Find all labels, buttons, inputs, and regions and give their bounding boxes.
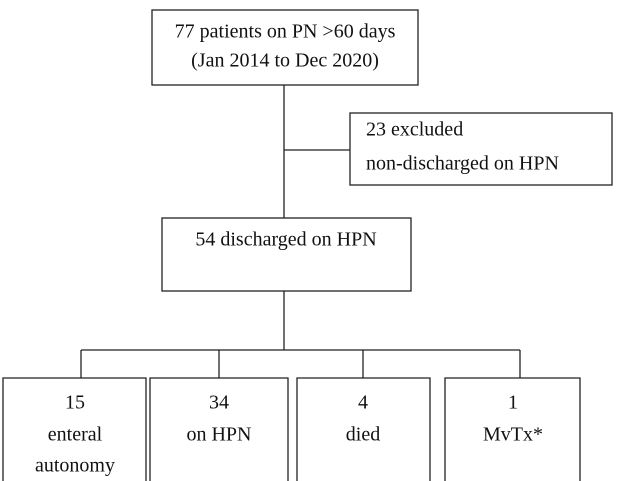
- node-text: autonomy: [35, 455, 115, 477]
- node-text: 15: [65, 392, 85, 414]
- node-text: MvTx*: [483, 424, 543, 446]
- node-text: (Jan 2014 to Dec 2020): [191, 50, 379, 72]
- node-text: 34: [209, 392, 229, 414]
- box: [296, 377, 431, 481]
- node-text: 4: [358, 392, 368, 414]
- box: [161, 217, 412, 292]
- box: [349, 112, 613, 186]
- node-text: on HPN: [186, 424, 251, 446]
- node-text: 23 excluded: [366, 119, 463, 141]
- box: [151, 9, 419, 86]
- node-text: non-discharged on HPN: [366, 153, 559, 175]
- node-text: 1: [508, 392, 518, 414]
- node-text: died: [346, 424, 380, 446]
- node-text: 54 discharged on HPN: [195, 229, 376, 251]
- box: [444, 377, 581, 481]
- node-text: enteral: [48, 424, 103, 446]
- box: [2, 377, 147, 481]
- box: [149, 377, 289, 481]
- node-text: 77 patients on PN >60 days: [175, 21, 396, 43]
